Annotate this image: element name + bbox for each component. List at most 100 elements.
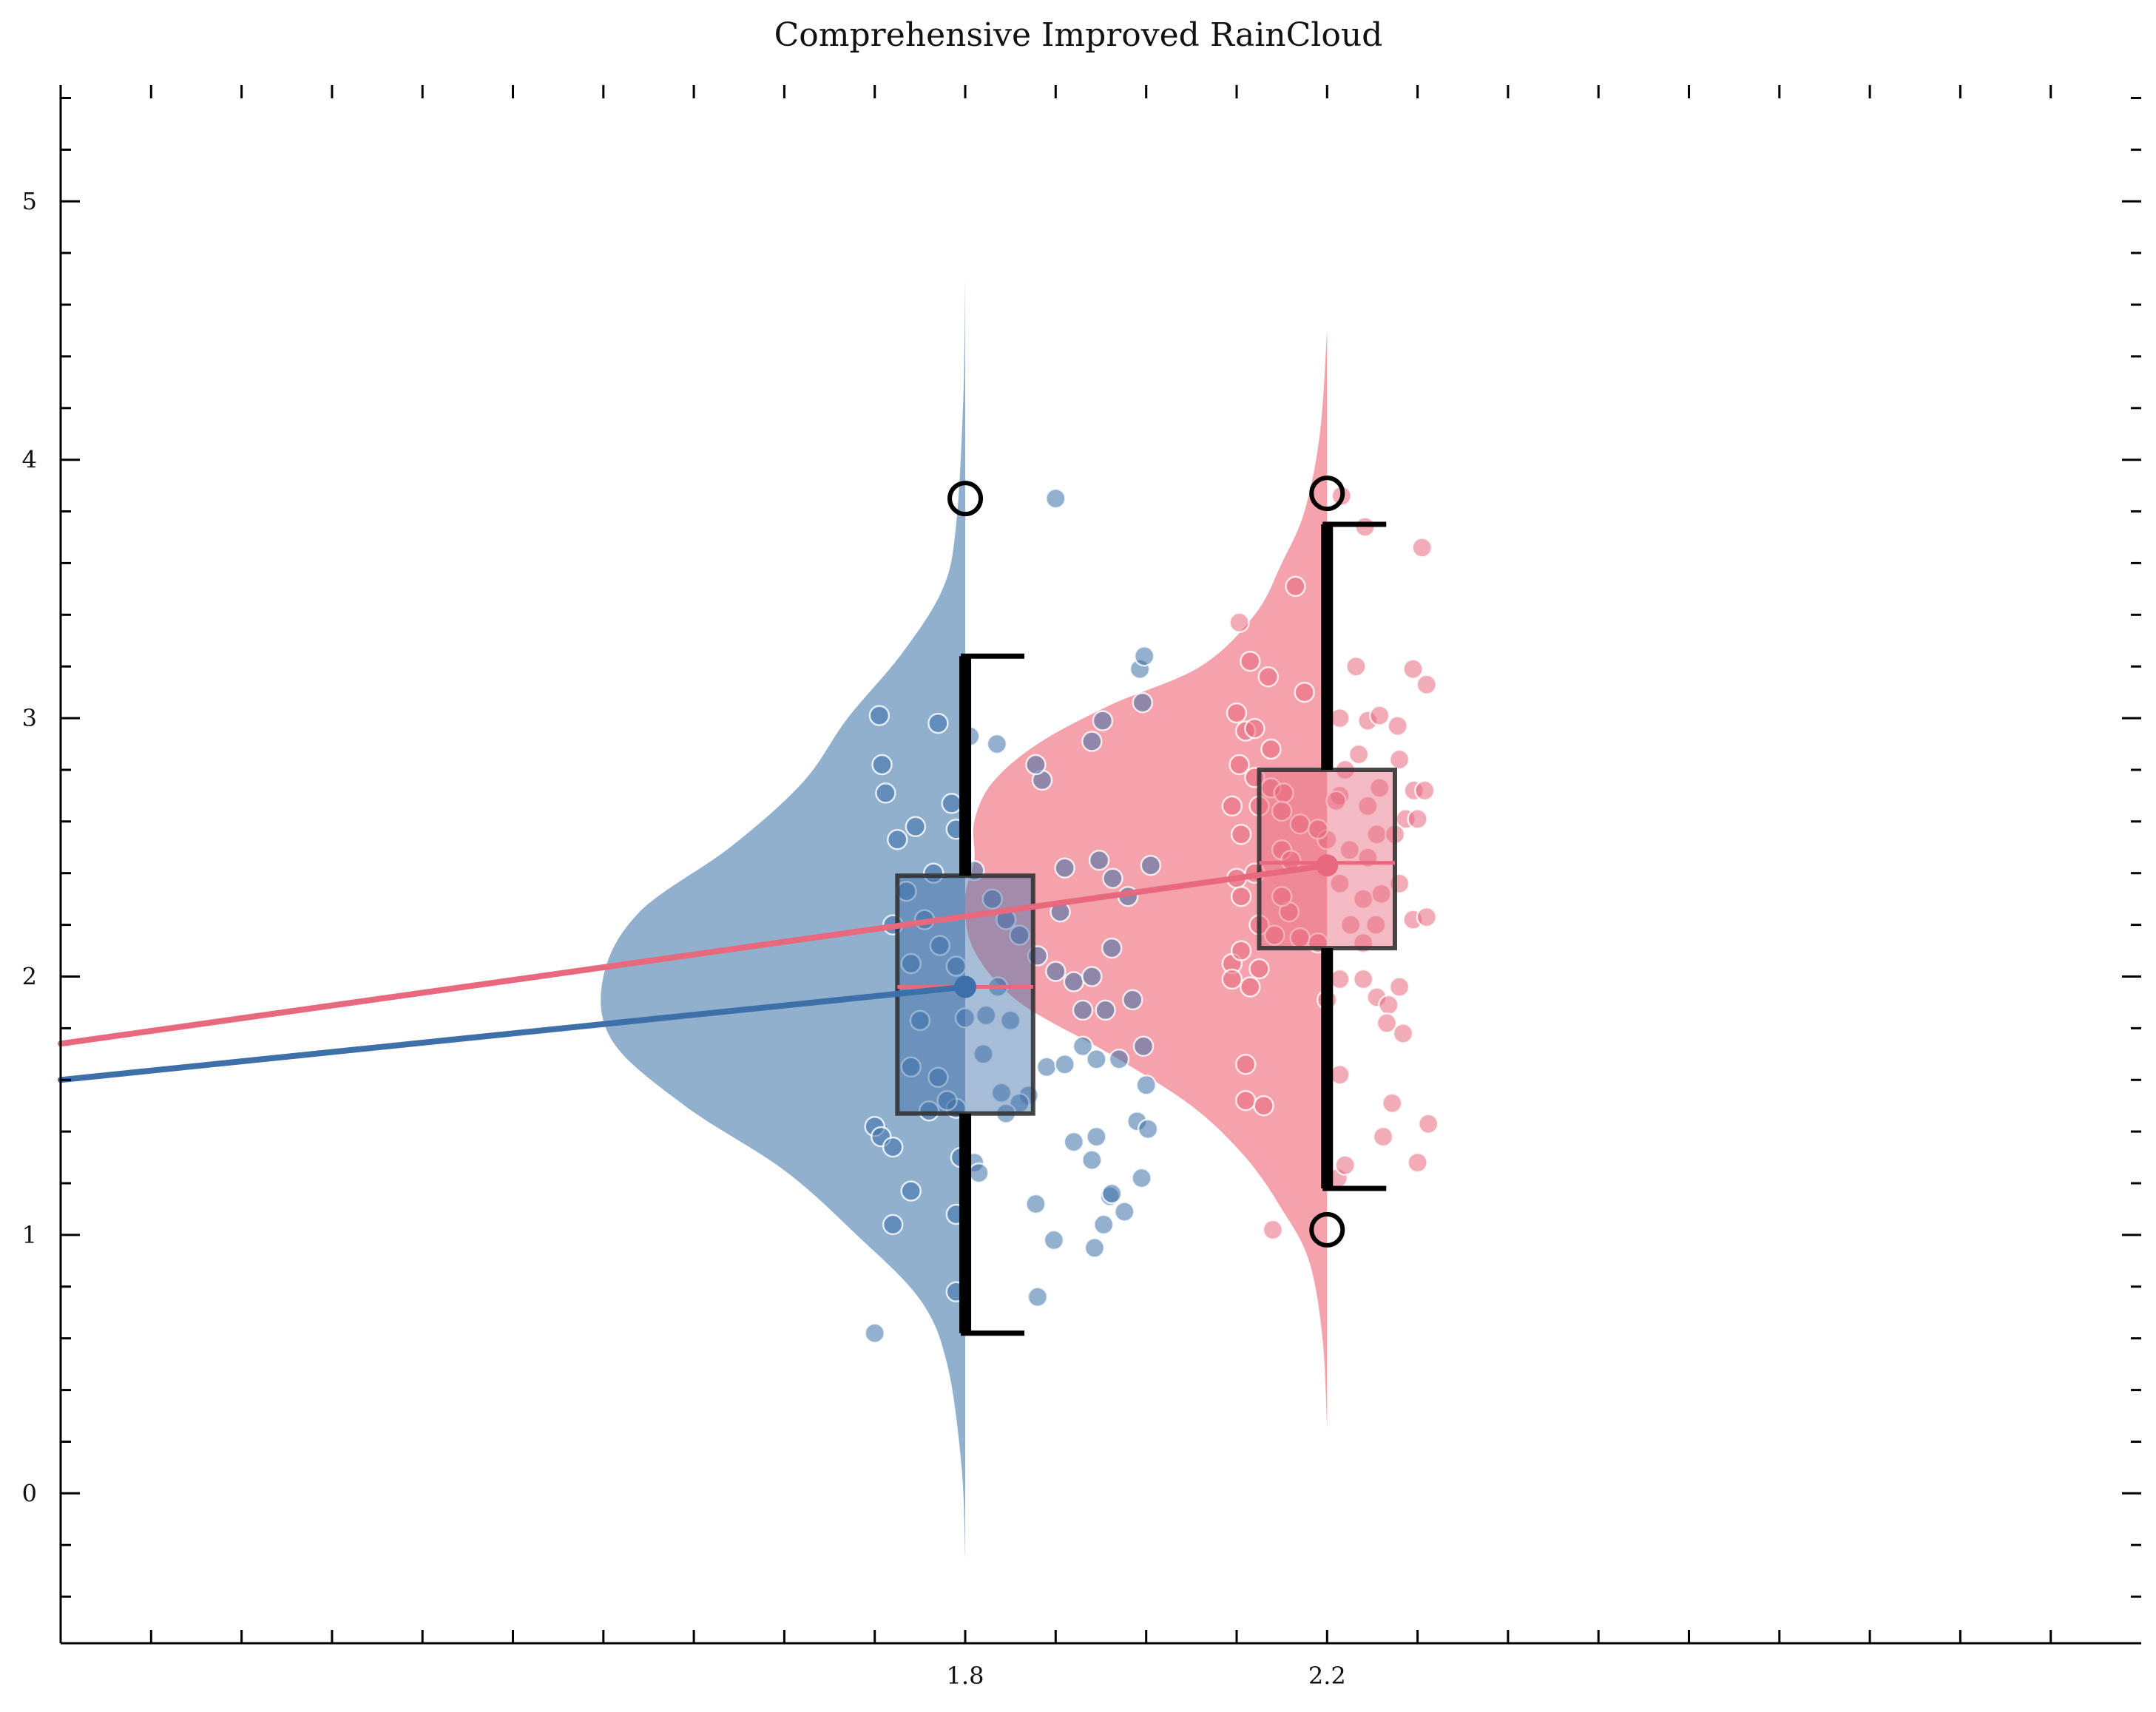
data-point [1271,800,1293,822]
data-point [1285,575,1306,598]
data-point [1086,1049,1107,1070]
data-point [1329,1064,1351,1086]
data-point [1108,1049,1130,1070]
data-point [1072,1035,1094,1058]
data-point [1081,731,1103,752]
data-point [1329,873,1351,894]
y-tick-label: 0 [22,1479,37,1507]
trend-line-2 [58,862,1331,1047]
data-point [1407,1151,1428,1174]
data-point [1025,754,1047,776]
data-point [1072,999,1094,1021]
rain-points-2 [1221,485,1439,1241]
data-point [905,816,927,838]
data-point [1092,710,1114,731]
data-point [1084,1237,1106,1259]
data-point [1382,1092,1403,1114]
trend-line-1 [58,984,968,1083]
data-point [986,733,1008,755]
data-point [945,955,967,977]
outlier-marker [1309,1211,1345,1248]
data-point [1009,924,1030,946]
data-point [1092,1214,1115,1236]
data-point [1088,850,1110,871]
data-point [1054,857,1075,879]
data-point [1045,487,1067,510]
data-point [981,888,1003,910]
data-point [1234,1054,1257,1075]
data-point [1101,1183,1123,1205]
data-point [1229,612,1250,634]
data-point [900,953,922,975]
data-point [1234,1089,1257,1112]
data-point [954,1007,976,1029]
data-point [1081,1149,1103,1171]
data-point [999,1009,1021,1032]
data-point [1229,754,1250,776]
data-point [900,1180,922,1202]
whiskers-1 [947,481,1025,1336]
chart-title: Comprehensive Improved RainCloud [774,16,1383,54]
data-point [1045,961,1067,982]
data-point [1101,937,1123,959]
data-point [927,1066,949,1089]
data-point [1248,958,1270,980]
data-point [1221,795,1243,817]
density-cloud-1 [601,279,965,1558]
data-point [1339,839,1361,861]
outlier-marker [1309,476,1345,512]
data-point [1348,743,1370,765]
data-point [968,1162,990,1184]
data-point [936,1089,958,1112]
data-point [1414,779,1436,802]
y-tick-label: 5 [22,187,37,215]
data-point [1388,748,1410,771]
data-point [1063,1131,1085,1153]
data-point [1407,808,1428,830]
data-point [1402,658,1424,680]
data-point [882,1214,904,1236]
y-tick-label: 2 [22,963,37,991]
mean-marker-2 [1316,854,1339,877]
data-point [990,1082,1013,1103]
data-point [1063,971,1085,992]
density-cloud-2 [965,330,1328,1429]
data-point [864,1322,885,1344]
y-tick-label: 3 [22,704,37,732]
data-point [1095,999,1116,1021]
data-point [900,1056,922,1078]
data-point [1378,994,1399,1016]
data-point [875,782,896,804]
plot-area [58,279,1439,1558]
data-point [1132,1035,1155,1058]
data-point [1260,738,1282,760]
data-point [1137,1118,1159,1140]
data-point [1325,790,1347,812]
data-point [1240,650,1261,672]
data-point [1221,968,1243,990]
data-point [909,1009,931,1032]
data-point [1054,1054,1075,1075]
data-point [1043,1229,1065,1251]
data-point [1253,1094,1274,1117]
data-point [1416,906,1438,928]
data-point [1122,989,1143,1011]
data-point [1230,824,1252,845]
data-point [1334,1154,1356,1176]
data-point [1339,914,1362,935]
data-point [975,1004,997,1026]
data-point [1081,966,1103,987]
mean-marker-1 [954,975,976,998]
data-point [1230,885,1252,907]
data-point [1271,885,1293,907]
data-point [1086,1126,1107,1148]
data-point [1135,1075,1157,1096]
data-point [1392,1023,1414,1044]
data-point [1352,968,1374,990]
data-point [929,935,951,956]
y-tick-label: 1 [22,1221,37,1249]
data-point [1388,976,1410,998]
data-point [1244,717,1265,740]
